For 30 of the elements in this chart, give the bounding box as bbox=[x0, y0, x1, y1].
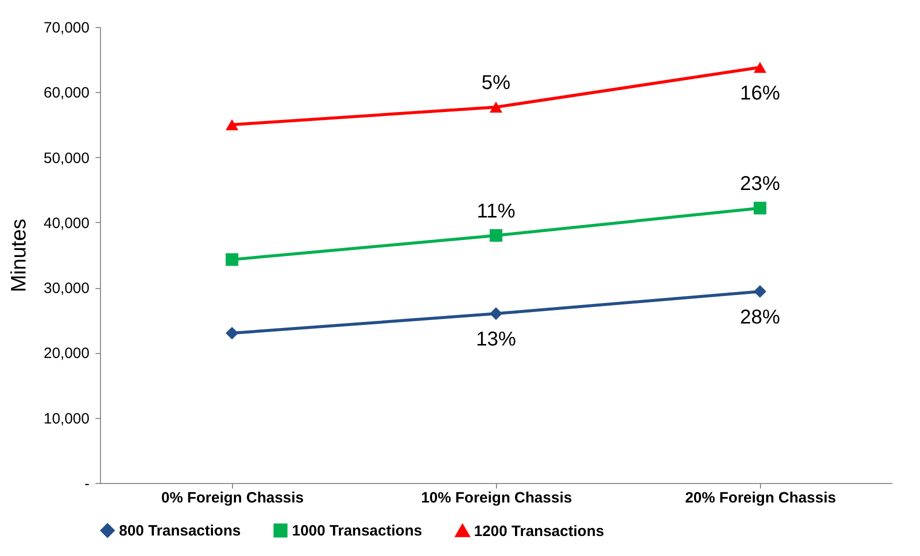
point bbox=[226, 253, 238, 266]
point bbox=[754, 62, 766, 73]
y-tick-label: 70,000 bbox=[44, 20, 90, 36]
point bbox=[754, 202, 766, 214]
legend-label: 1200 Transactions bbox=[474, 522, 604, 540]
legend-label: 1000 Transactions bbox=[292, 522, 422, 540]
y-tick-label: - bbox=[84, 476, 90, 492]
y-tick-label: 20,000 bbox=[44, 345, 90, 362]
point bbox=[226, 119, 238, 130]
x-tick-label: 20% Foreign Chassis bbox=[685, 490, 836, 506]
annotation: 23% bbox=[740, 173, 780, 196]
y-tick-label: 60,000 bbox=[44, 84, 90, 102]
point bbox=[490, 102, 502, 113]
x-tick-label: 0% Foreign Chassis bbox=[161, 490, 304, 506]
y-axis-title: Minutes bbox=[8, 218, 31, 292]
y-tick-label: 40,000 bbox=[44, 214, 90, 232]
y-tick-label: 50,000 bbox=[44, 150, 90, 167]
annotation: 5% bbox=[482, 72, 511, 94]
annotation: 16% bbox=[740, 82, 780, 104]
annotation: 13% bbox=[476, 328, 516, 351]
point bbox=[490, 307, 502, 320]
annotation: 11% bbox=[476, 200, 516, 222]
x-tick-label: 10% Foreign Chassis bbox=[421, 490, 572, 506]
y-tick-label: 10,000 bbox=[44, 410, 90, 428]
point bbox=[490, 229, 502, 242]
annotation: 28% bbox=[740, 306, 780, 328]
y-tick-label: 30,000 bbox=[44, 280, 90, 298]
point bbox=[754, 285, 766, 298]
legend-label: 800 Transactions bbox=[119, 522, 241, 540]
point bbox=[226, 326, 238, 340]
